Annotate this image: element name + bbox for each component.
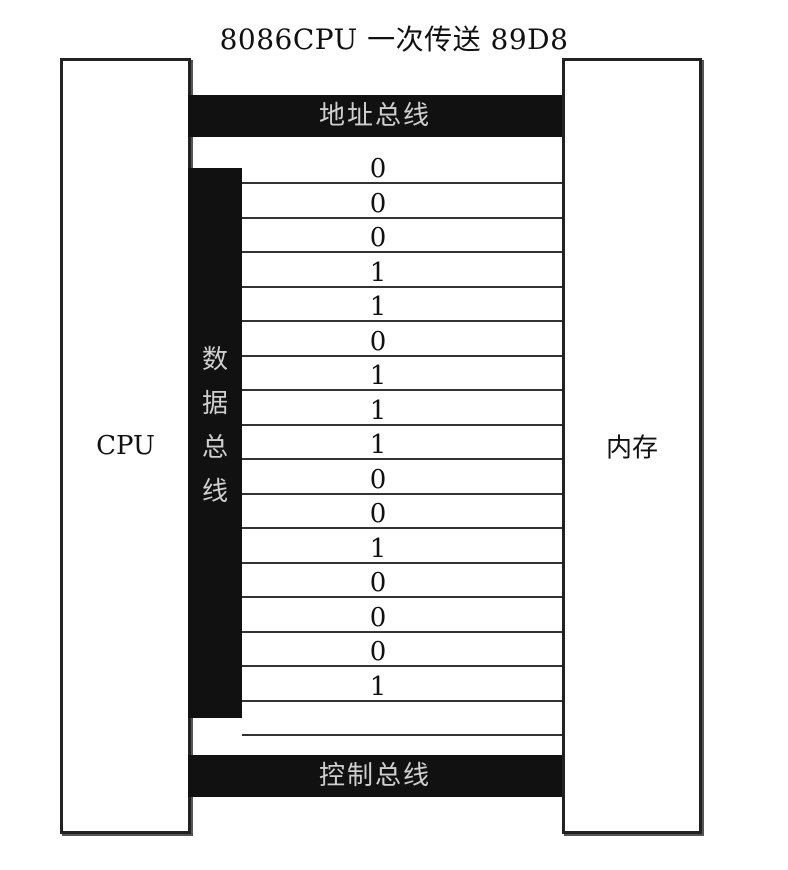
data-wire [242,320,562,322]
data-wire [242,285,562,288]
data-wire [242,458,562,460]
data-bit: 1 [369,533,387,564]
data-wire [242,216,562,219]
data-bit: 1 [369,257,387,288]
data-wire [242,527,562,529]
data-bus-label: 数 据 总 线 [201,345,228,507]
data-bit: 0 [369,154,387,184]
cpu-label: CPU [96,431,155,461]
data-wire [242,492,562,495]
data-bit: 0 [369,602,387,633]
data-bit: 0 [369,188,387,219]
data-bit: 0 [369,637,387,667]
diagram-title: 8086CPU 一次传送 89D8 [219,23,569,56]
data-bit: 0 [369,568,387,598]
data-bus: 数 据 总 线 [188,168,242,718]
data-bit: 1 [369,361,387,391]
data-wire [242,251,562,253]
data-wire [242,561,562,564]
data-bit: 1 [369,430,387,460]
data-bit: 1 [369,292,387,322]
address-bus: 地址总线 [188,95,562,137]
data-wire [242,734,562,736]
data-wire [242,389,562,391]
data-bit: 0 [369,223,387,253]
data-bit: 0 [369,499,387,529]
address-bus-label: 地址总线 [318,101,431,131]
data-wire [242,596,562,598]
data-wire [242,354,562,357]
memory-box: 内存 [562,58,702,834]
memory-label: 内存 [605,433,658,464]
data-bit: 0 [369,464,387,495]
data-bit: 0 [369,326,387,357]
data-bit: 1 [369,395,387,426]
data-wire [242,665,562,667]
data-wire [242,630,562,633]
cpu-box: CPU [60,58,191,834]
data-wire [242,699,562,702]
control-bus-label: 控制总线 [318,761,431,791]
data-bit: 1 [369,671,387,702]
data-wire [242,182,562,184]
control-bus: 控制总线 [188,755,562,797]
data-wire [242,423,562,426]
